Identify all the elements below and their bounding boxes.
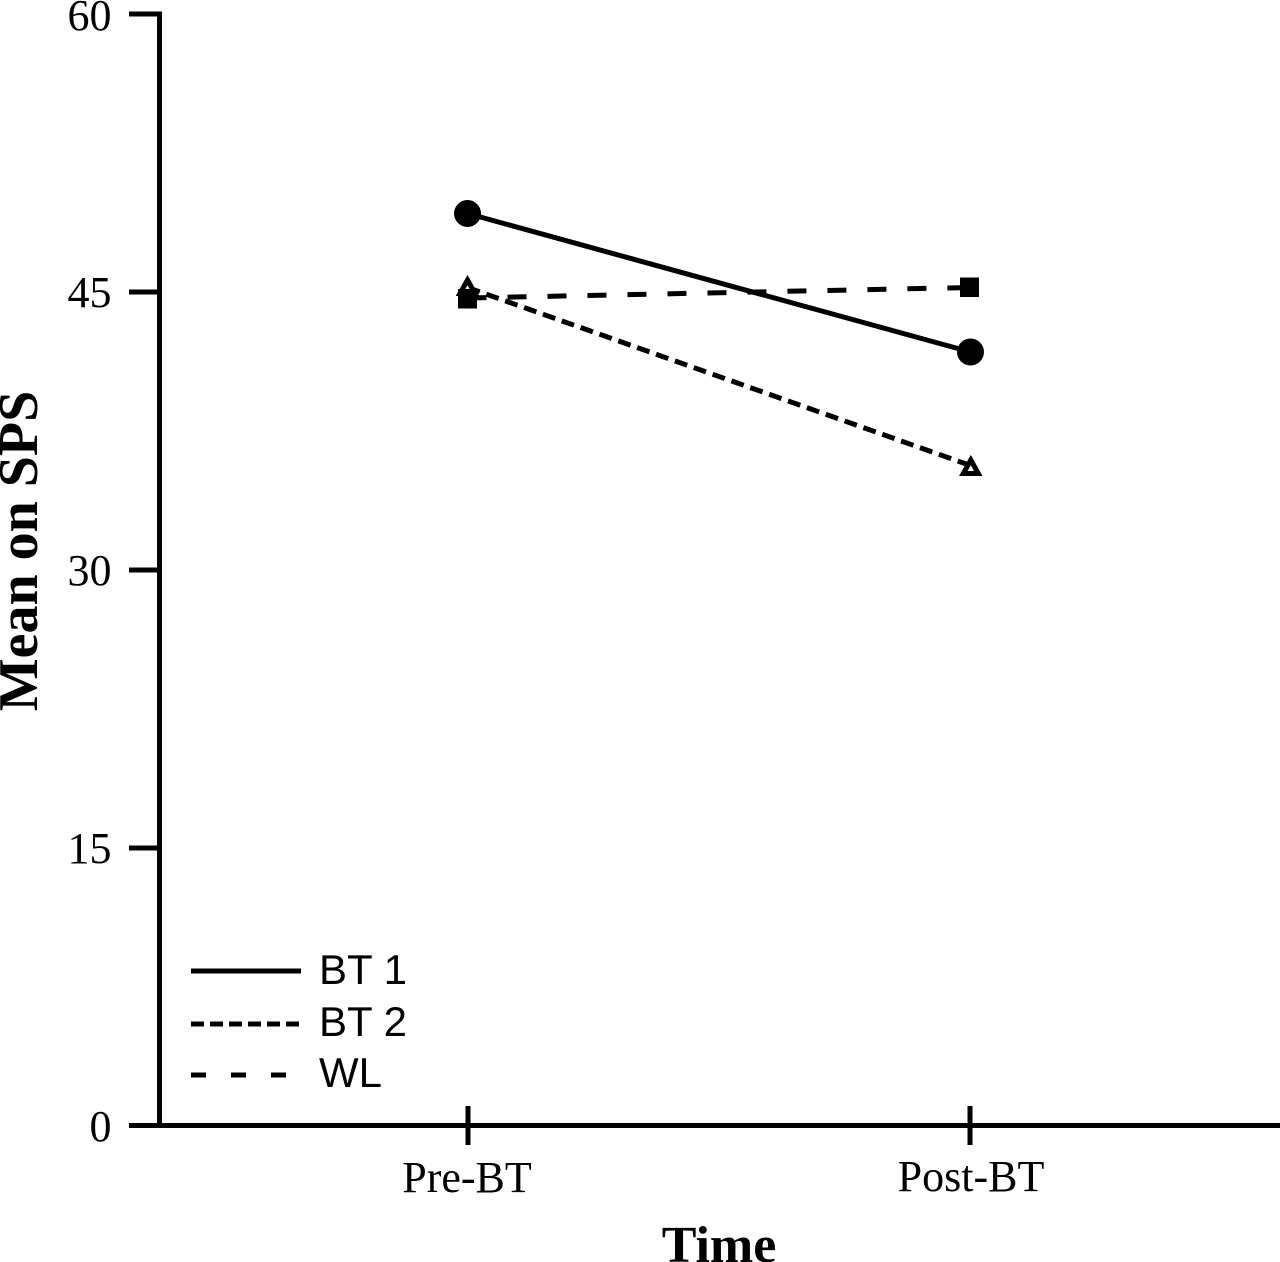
svg-text:15: 15 <box>68 824 112 873</box>
svg-text:Mean on SPS: Mean on SPS <box>0 391 50 712</box>
svg-text:Time: Time <box>662 1217 777 1262</box>
svg-text:BT 2: BT 2 <box>319 998 407 1045</box>
svg-text:Pre-BT: Pre-BT <box>402 1153 532 1202</box>
svg-text:Post-BT: Post-BT <box>898 1152 1045 1201</box>
svg-text:60: 60 <box>68 0 112 40</box>
svg-text:0: 0 <box>90 1102 112 1151</box>
svg-text:BT 1: BT 1 <box>319 946 407 993</box>
svg-text:WL: WL <box>319 1049 382 1096</box>
svg-text:30: 30 <box>68 546 112 595</box>
svg-text:45: 45 <box>68 268 112 317</box>
